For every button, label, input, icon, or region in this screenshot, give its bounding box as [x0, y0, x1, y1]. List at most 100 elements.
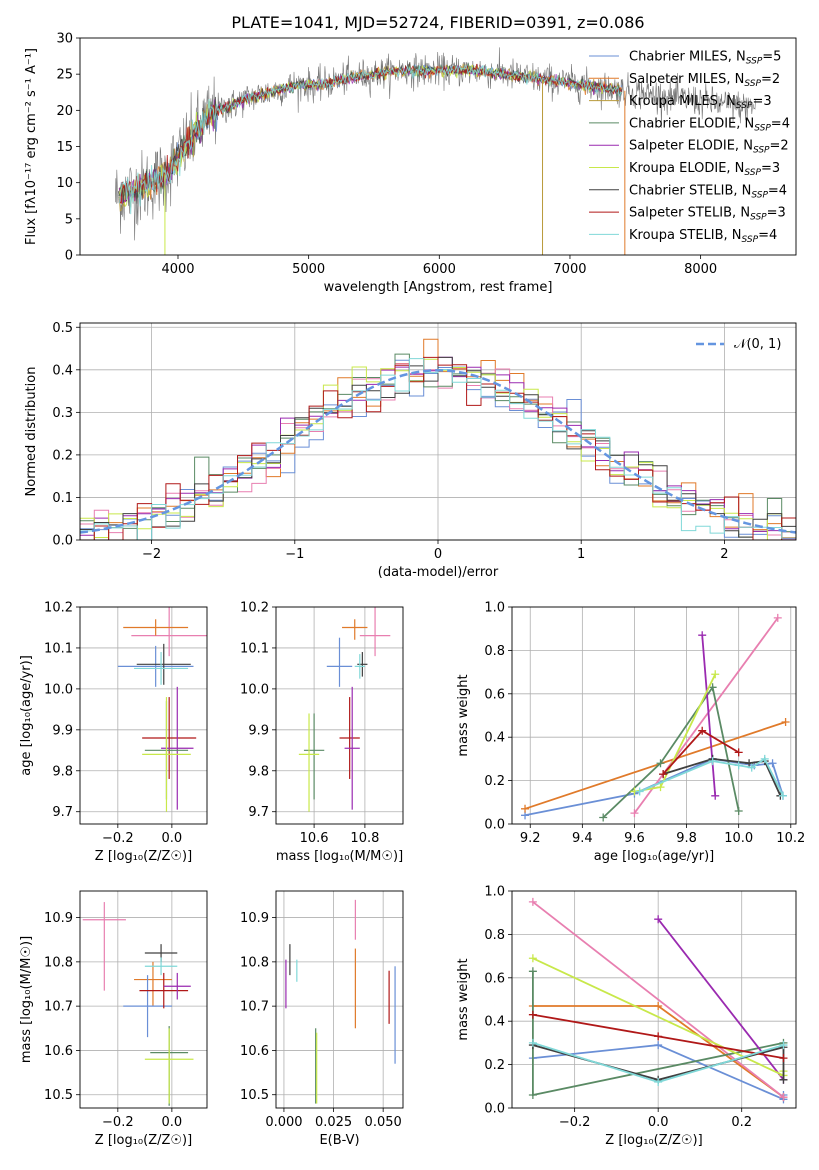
weight-marker	[654, 1077, 663, 1086]
x-tick-label: 10.2	[776, 831, 805, 846]
x-axis-label: wavelength [Angstrom, rest frame]	[324, 280, 553, 295]
errorbar-point	[303, 713, 325, 800]
y-tick-label: 0.8	[484, 644, 505, 659]
weight-marker	[654, 1041, 663, 1050]
x-tick-label: 0.050	[365, 1115, 402, 1130]
x-axis-label: (data-model)/error	[378, 565, 499, 580]
weight-line	[524, 721, 786, 810]
weight-marker	[528, 1010, 537, 1019]
legend-label: Salpeter MILES, NSSP=2	[629, 72, 780, 89]
weight-marker	[654, 1002, 663, 1011]
weight-marker	[656, 783, 665, 792]
y-tick-label: 0.3	[52, 406, 73, 421]
errorbar-point	[123, 619, 189, 636]
y-tick-label: 1.0	[484, 601, 505, 616]
x-tick-label: 0.0	[162, 831, 183, 846]
errorbar-point	[163, 972, 191, 1000]
y-tick-label: 10.6	[44, 1044, 73, 1059]
weight-line	[532, 901, 785, 1098]
weight-marker	[779, 1041, 788, 1050]
y-axis-label: age [log₁₀(age/yr)]	[19, 655, 34, 776]
errorbar-point	[144, 1028, 194, 1104]
errorbar-point	[326, 637, 353, 687]
errorbar-point	[354, 654, 365, 679]
weight-marker	[734, 761, 743, 770]
y-tick-label: 0.0	[484, 1102, 505, 1117]
axes-frame	[511, 606, 797, 825]
errorbar-point	[82, 902, 126, 991]
observed-spectrum	[115, 47, 756, 241]
y-tick-label: 10.0	[240, 682, 269, 697]
y-tick-label: 0.2	[484, 774, 505, 789]
y-tick-label: 10.7	[44, 1000, 73, 1015]
errorbar-point	[144, 957, 178, 976]
residuals-legend: 𝒩(0, 1)	[696, 337, 781, 352]
y-tick-label: 9.9	[52, 723, 73, 738]
age_vs_mass-plot-area	[298, 607, 391, 812]
legend-label: 𝒩(0, 1)	[734, 337, 781, 352]
errorbar-point	[139, 972, 189, 1009]
weight-series	[528, 897, 788, 1102]
x-tick-label: −0.2	[102, 831, 134, 846]
weight-marker	[635, 787, 644, 796]
weight-marker	[745, 759, 754, 768]
weight-marker	[654, 915, 663, 924]
weight-series	[521, 718, 790, 813]
x-tick-label: 1	[577, 547, 585, 562]
y-tick-label: 9.8	[52, 764, 73, 779]
residuals-plot-area	[80, 338, 796, 540]
weight-line	[639, 757, 784, 797]
axes-frame	[275, 606, 404, 825]
y-axis-label: Normed distribution	[24, 367, 39, 497]
spectrum-legend: Chabrier MILES, NSSP=5 Salpeter MILES, NS…	[589, 50, 790, 245]
legend-label: Kroupa ELODIE, NSSP=3	[629, 161, 780, 178]
axes-frame	[511, 890, 797, 1109]
y-tick-label: 10.1	[240, 641, 269, 656]
axes-frame	[79, 890, 208, 1109]
weight-line	[634, 673, 717, 793]
x-tick-label: −1	[285, 547, 304, 562]
y-tick-label: 10.2	[240, 601, 269, 616]
weight-marker	[768, 759, 777, 768]
model-spectrum-line	[118, 65, 623, 215]
legend-label: Chabrier STELIB, NSSP=4	[629, 183, 787, 200]
y-axis-label: mass weight	[456, 674, 471, 756]
y-tick-label: 10	[56, 176, 73, 191]
errorbar-point	[357, 652, 368, 677]
axes-frame	[79, 606, 208, 825]
errorbar-point	[131, 607, 207, 657]
y-tick-label: 0.2	[484, 1058, 505, 1073]
weight-marker	[659, 770, 668, 779]
y-tick-label: 10.5	[44, 1088, 73, 1103]
errorbar-point	[136, 643, 191, 685]
weight-marker	[773, 613, 782, 622]
mass_vs_ebv-plot-area	[285, 899, 396, 1104]
x-tick-label: 10.8	[350, 831, 379, 846]
axes-frame	[79, 322, 797, 541]
weight-line	[602, 685, 740, 819]
x-tick-label: 9.8	[676, 831, 697, 846]
y-tick-label: 0.6	[484, 971, 505, 986]
x-tick-label: 0	[434, 547, 442, 562]
legend-label: Chabrier ELODIE, NSSP=4	[629, 116, 790, 133]
errorbar-point	[298, 713, 320, 812]
x-tick-label: 0.0	[648, 1115, 669, 1130]
y-axis-label: mass [log₁₀(M/M☉)]	[19, 936, 34, 1063]
y-tick-label: 0.8	[484, 928, 505, 943]
axes-frame	[79, 37, 797, 256]
errorbar-point	[339, 697, 360, 779]
x-tick-label: 10.6	[300, 831, 329, 846]
weight-marker	[711, 670, 720, 679]
residuals-panel: −2 −1 0 1 2 0.0 0.1 0.2 0.3 0.4 0.5 (data-model)/er…	[24, 321, 797, 580]
y-tick-label: 9.9	[248, 723, 269, 738]
x-axis-label: E(B-V)	[319, 1133, 359, 1148]
y-tick-label: 0.1	[52, 491, 73, 506]
y-tick-label: 10.0	[44, 682, 73, 697]
weight-marker	[654, 1032, 663, 1041]
spectrum-plot-area	[115, 47, 756, 255]
y-tick-label: 0.5	[52, 321, 73, 336]
errorbar-point	[359, 607, 391, 657]
x-tick-label: 9.4	[572, 831, 593, 846]
y-tick-label: 0.0	[484, 818, 505, 833]
y-tick-label: 5	[65, 212, 73, 227]
